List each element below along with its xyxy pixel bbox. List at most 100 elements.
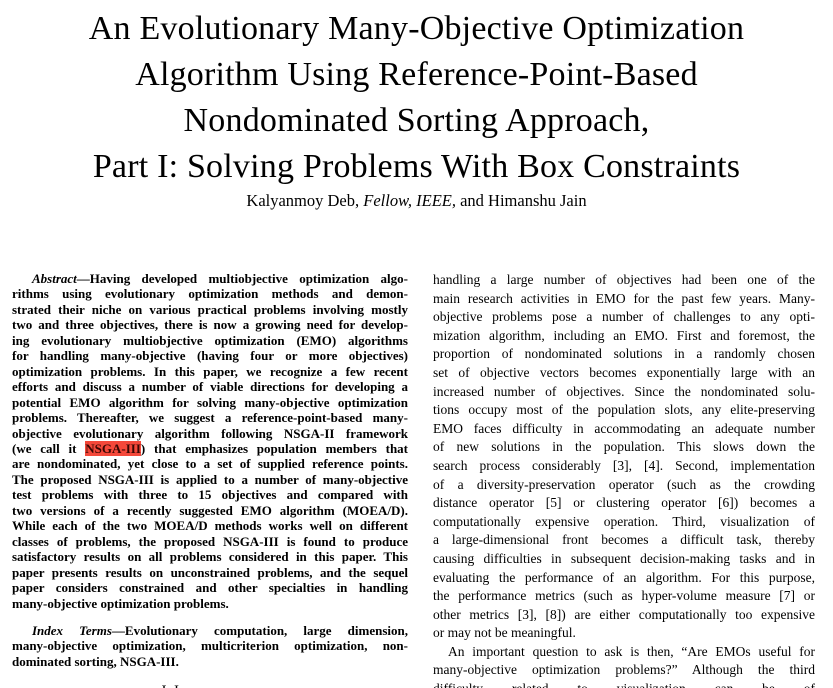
body-text-line: An important question to ask is then, “A… (433, 643, 815, 662)
text-segment: Algorithm Using Reference-Point-Based (135, 56, 698, 93)
text-segment: Part I: Solving Problems With Box Constr… (92, 148, 741, 185)
abstract-line: optimization problems. In this paper, we… (12, 364, 408, 379)
abstract-line: problems. Thereafter, we suggest a refer… (12, 410, 408, 425)
abstract-line: many-objective optimization problems. (12, 596, 408, 611)
abstract-line: rithms using evolutionary optimization m… (12, 286, 408, 301)
text-segment: An important question to ask is then, “A… (448, 643, 815, 659)
text-segment: many-objective optimization, multicriter… (12, 638, 408, 654)
text-segment: for handling many-objective (having four… (12, 348, 408, 364)
body-text-line: evaluating the performance of an algorit… (433, 569, 815, 588)
body-text-line: many-objective optimization problems?” A… (433, 661, 815, 680)
text-segment: many-objective optimization problems. (12, 595, 229, 611)
text-segment: Nondominated Sorting Approach, (183, 102, 650, 139)
text-segment: EMO faces difficulty in accommodating an… (433, 420, 815, 436)
body-text-line: set of objective vectors becomes exponen… (433, 364, 815, 383)
author-name-deb: Kalyanmoy Deb, (246, 191, 364, 210)
text-segment: strated their niche on various practical… (12, 301, 408, 317)
abstract-line: paper presents results on unconstrained … (12, 565, 408, 580)
body-text-line: computationally expensive operation. Thi… (433, 513, 815, 532)
body-text-line: objective problems pose a number of chal… (433, 308, 815, 327)
index-terms-line: Index Terms—Evolutionary computation, la… (12, 623, 408, 638)
section-heading-introduction: I. Introduction (12, 682, 408, 688)
text-segment: computationally expensive operation. Thi… (433, 513, 815, 529)
index-terms-line: dominated sorting, NSGA-III. (12, 654, 408, 669)
title-line: Part I: Solving Problems With Box Constr… (0, 144, 833, 190)
text-segment: of new solutions in the population. This… (433, 439, 815, 455)
text-segment: tions occupy most of the population slot… (433, 402, 815, 418)
body-text-line: EMO faces difficulty in accommodating an… (433, 420, 815, 439)
body-text-line: of new solutions in the population. This… (433, 438, 815, 457)
body-text-line: handling a large number of objectives ha… (433, 271, 815, 290)
highlighted-term-nsga-iii: NSGA-III (85, 440, 141, 456)
intro-paragraph-2: An important question to ask is then, “A… (433, 643, 815, 688)
body-text-line: the performance metrics (such as hyper-v… (433, 587, 815, 606)
abstract-line: for handling many-objective (having four… (12, 348, 408, 363)
body-text-line: difficulty related to visualization can … (433, 680, 815, 688)
text-segment: problems. Thereafter, we suggest a refer… (12, 410, 408, 426)
text-segment: main research activities in EMO for the … (433, 290, 815, 306)
text-segment: difficulty related to visualization can … (433, 681, 815, 688)
text-segment: other metrics [3], [8]) are either compu… (433, 606, 815, 622)
intro-paragraph-1: handling a large number of objectives ha… (433, 271, 815, 643)
title-line: Algorithm Using Reference-Point-Based (0, 52, 833, 98)
abstract-line: two and three objectives, there is now a… (12, 317, 408, 332)
body-text-line: tions occupy most of the population slot… (433, 401, 815, 420)
body-text-line: mization algorithm, including an EMO. Fi… (433, 327, 815, 346)
text-segment: satisfactory results on all problems con… (12, 549, 408, 565)
text-segment: rithms using evolutionary optimization m… (12, 286, 408, 302)
text-segment: dominated sorting, NSGA-III. (12, 653, 179, 669)
abstract-label: Abstract (32, 271, 77, 286)
text-segment: distance operator [5] or clustering oper… (433, 495, 815, 511)
text-segment: paper considers constrained and other sp… (12, 580, 408, 596)
text-segment: two and three objectives, there is now a… (12, 317, 408, 333)
text-segment: or may not be meaningful. (433, 625, 576, 641)
text-segment: two versions of a recently suggested EMO… (12, 502, 408, 518)
abstract-line: Abstract—Having developed multiobjective… (12, 271, 408, 286)
abstract-line: classes of problems, the proposed NSGA-I… (12, 534, 408, 549)
text-segment: search process considerably [3], [4]. Se… (433, 457, 815, 473)
body-text-line: main research activities in EMO for the … (433, 290, 815, 309)
text-segment: classes of problems, the proposed NSGA-I… (12, 533, 408, 549)
text-segment: efforts and discuss a number of viable d… (12, 379, 408, 395)
right-column: handling a large number of objectives ha… (433, 271, 815, 688)
text-segment: are nondominated, yet close to a set of … (12, 456, 408, 472)
text-segment: handling a large number of objectives ha… (433, 272, 815, 287)
text-segment: proportion of nondominated solutions in … (433, 346, 815, 362)
body-text-line: other metrics [3], [8]) are either compu… (433, 606, 815, 625)
text-segment: a large-dimensional front becomes a diff… (433, 532, 815, 548)
abstract-line: (we call it NSGA-III) that emphasizes po… (12, 440, 408, 456)
abstract-line: two versions of a recently suggested EMO… (12, 503, 408, 518)
two-column-body: Abstract—Having developed multiobjective… (0, 271, 833, 688)
text-segment: potential EMO algorithm for solving many… (12, 394, 408, 410)
body-text-line: of a diversity-preservation operator (su… (433, 476, 815, 495)
body-text-line: a large-dimensional front becomes a diff… (433, 531, 815, 550)
text-segment: mization algorithm, including an EMO. Fi… (433, 327, 815, 343)
text-segment: evaluating the performance of an algorit… (433, 569, 815, 585)
left-column: Abstract—Having developed multiobjective… (12, 271, 408, 688)
body-text-line: or may not be meaningful. (433, 624, 815, 643)
body-text-line: distance operator [5] or clustering oper… (433, 494, 815, 513)
abstract-line: are nondominated, yet close to a set of … (12, 456, 408, 471)
text-segment: optimization problems. In this paper, we… (12, 363, 408, 379)
index-terms-line: many-objective optimization, multicriter… (12, 638, 408, 653)
abstract-line: The proposed NSGA-III is applied to a nu… (12, 472, 408, 487)
abstract-line: test problems with three to 15 objective… (12, 487, 408, 502)
title-line: Nondominated Sorting Approach, (0, 98, 833, 144)
body-text-line: proportion of nondominated solutions in … (433, 345, 815, 364)
text-segment: While each of the two MOEA/D methods wor… (12, 518, 408, 534)
title-line: An Evolutionary Many-Objective Optimizat… (0, 6, 833, 52)
abstract-line: paper considers constrained and other sp… (12, 580, 408, 595)
author-byline: Kalyanmoy Deb, Fellow, IEEE, and Himansh… (0, 190, 833, 212)
body-text-line: causing difficulties in subsequent decis… (433, 550, 815, 569)
text-segment: many-objective optimization problems?” A… (433, 662, 815, 678)
text-segment: The proposed NSGA-III is applied to a nu… (12, 471, 408, 487)
author-name-jain: and Himanshu Jain (455, 191, 587, 210)
text-segment: —Evolutionary computation, large dimensi… (111, 622, 408, 638)
text-segment: increased number of objectives. Since th… (433, 383, 815, 399)
abstract-line: strated their niche on various practical… (12, 302, 408, 317)
index-terms-section: Index Terms—Evolutionary computation, la… (12, 623, 408, 669)
text-segment: of a diversity-preservation operator (su… (433, 476, 815, 492)
abstract-line: objective evolutionary algorithm followi… (12, 426, 408, 441)
body-text-line: increased number of objectives. Since th… (433, 383, 815, 402)
